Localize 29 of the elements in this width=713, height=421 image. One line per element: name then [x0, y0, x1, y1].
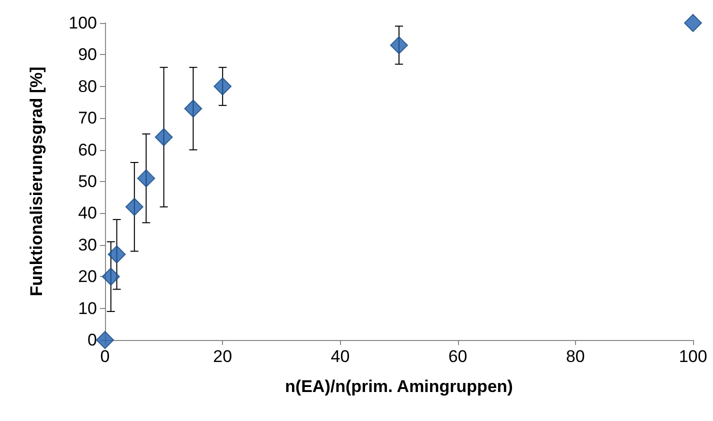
- x-tick-label: 20: [213, 347, 232, 366]
- x-axis-title: n(EA)/n(prim. Amingruppen): [285, 377, 513, 396]
- y-tick-label: 80: [78, 76, 97, 96]
- x-tick-label: 60: [448, 347, 468, 366]
- point: [137, 169, 156, 188]
- y-tick-label: 30: [78, 235, 97, 254]
- y-tick-label: 40: [78, 204, 97, 223]
- y-tick-label: 100: [68, 14, 97, 32]
- y-tick-label: 70: [78, 108, 97, 128]
- y-tick-label: 60: [78, 140, 97, 160]
- point: [684, 14, 702, 32]
- y-axis-title: Funktionalisierungsgrad [%]: [27, 66, 46, 296]
- point: [184, 100, 202, 118]
- point: [390, 36, 408, 54]
- point: [154, 128, 173, 146]
- x-tick-label: 100: [678, 347, 708, 366]
- point: [108, 245, 126, 264]
- point: [214, 77, 232, 96]
- x-tick-label: 80: [566, 347, 585, 366]
- point: [125, 198, 144, 216]
- point: [102, 268, 120, 286]
- x-tick-label: 0: [100, 347, 110, 366]
- y-tick-label: 0: [88, 330, 97, 350]
- x-tick-label: 40: [330, 347, 350, 366]
- y-tick-label: 90: [78, 45, 97, 64]
- y-tick-label: 20: [78, 267, 97, 286]
- point: [96, 331, 114, 349]
- y-tick-label: 50: [78, 172, 97, 191]
- y-tick-label: 10: [78, 298, 97, 318]
